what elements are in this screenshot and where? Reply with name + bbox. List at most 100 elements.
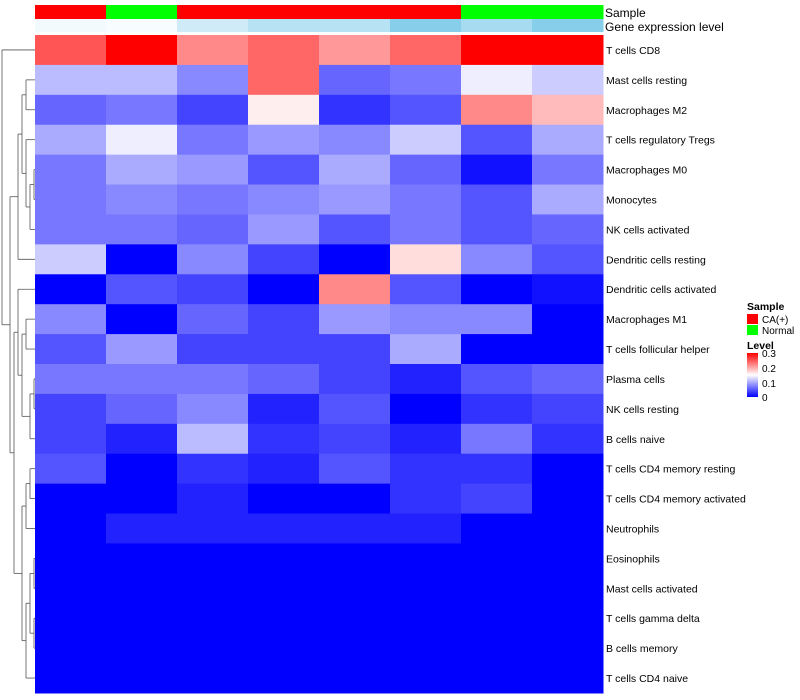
cell-r21-c6 (461, 663, 533, 694)
cell-r6-c5 (390, 214, 462, 245)
row-label: NK cells resting (606, 404, 679, 416)
cell-r14-c1 (106, 453, 178, 485)
cell-r21-c3 (248, 663, 320, 694)
cell-r19-c7 (532, 603, 604, 634)
row-label: Macrophages M2 (606, 105, 687, 117)
sample-bar-2 (177, 5, 249, 19)
cell-r7-c1 (106, 244, 178, 275)
cell-r15-c3 (248, 483, 320, 515)
cell-r3-c7 (532, 124, 604, 156)
gene-level-bar-0 (35, 19, 107, 32)
cell-r7-c3 (248, 244, 320, 275)
cell-r2-c0 (35, 94, 107, 126)
row-label: Eosinophils (606, 553, 660, 565)
cell-r20-c1 (106, 633, 178, 664)
cell-r18-c2 (177, 573, 249, 604)
cell-r2-c5 (390, 94, 462, 126)
cell-r4-c1 (106, 154, 178, 186)
cell-r14-c6 (461, 453, 533, 485)
cell-r8-c7 (532, 274, 604, 305)
cell-r9-c0 (35, 304, 107, 335)
cell-r2-c2 (177, 94, 249, 126)
heatmap-cells (35, 35, 604, 694)
cell-r9-c3 (248, 304, 320, 335)
cell-r11-c5 (390, 364, 462, 395)
cell-r21-c5 (390, 663, 462, 694)
cell-r20-c2 (177, 633, 249, 664)
cell-r17-c2 (177, 543, 249, 574)
gene-level-bar-2 (177, 19, 249, 32)
cell-r17-c3 (248, 543, 320, 574)
cell-r12-c2 (177, 393, 249, 425)
cell-r11-c2 (177, 364, 249, 395)
cell-r12-c1 (106, 393, 178, 425)
cell-r11-c6 (461, 364, 533, 395)
cell-r12-c6 (461, 393, 533, 425)
row-label: T cells CD8 (606, 45, 660, 57)
cell-r5-c3 (248, 184, 320, 215)
cell-r5-c0 (35, 184, 107, 215)
cell-r11-c4 (319, 364, 391, 395)
row-label: Monocytes (606, 195, 657, 207)
gene-level-bar-6 (461, 19, 533, 32)
row-label: Dendritic cells activated (606, 284, 716, 296)
cell-r4-c0 (35, 154, 107, 186)
cell-r1-c4 (319, 64, 391, 96)
cell-r13-c7 (532, 423, 604, 455)
cell-r12-c4 (319, 393, 391, 425)
cell-r5-c2 (177, 184, 249, 215)
cell-r6-c7 (532, 214, 604, 245)
cell-r0-c7 (532, 35, 604, 66)
sample-bar-5 (390, 5, 462, 19)
cell-r16-c3 (248, 513, 320, 544)
cell-r1-c6 (461, 64, 533, 96)
cell-r9-c2 (177, 304, 249, 335)
legend-tick-0-2: 0.2 (762, 364, 776, 375)
cell-r15-c6 (461, 483, 533, 515)
cell-r7-c7 (532, 244, 604, 275)
cell-r1-c3 (248, 64, 320, 96)
legend-level-gradient (747, 353, 758, 397)
gene-level-bar-7 (532, 19, 604, 32)
cell-r8-c6 (461, 274, 533, 305)
legend-tick-0: 0 (762, 393, 768, 404)
cell-r15-c2 (177, 483, 249, 515)
row-dendrogram (1, 49, 35, 679)
gene-level-bar-1 (106, 19, 178, 32)
annotation-label-gene-expression: Gene expression level (605, 20, 724, 34)
cell-r19-c3 (248, 603, 320, 634)
cell-r3-c0 (35, 124, 107, 156)
cell-r20-c4 (319, 633, 391, 664)
cell-r0-c4 (319, 35, 391, 66)
sample-bar-1 (106, 5, 178, 19)
cell-r3-c1 (106, 124, 178, 156)
legend-swatch-ca (747, 314, 758, 324)
row-label: Neutrophils (606, 524, 659, 536)
cell-r13-c5 (390, 423, 462, 455)
cell-r7-c4 (319, 244, 391, 275)
legend-tick-0-1: 0.1 (762, 379, 776, 390)
row-label: Plasma cells (606, 374, 665, 386)
cell-r16-c5 (390, 513, 462, 544)
cell-r6-c2 (177, 214, 249, 245)
cell-r20-c3 (248, 633, 320, 664)
cell-r19-c1 (106, 603, 178, 634)
cell-r14-c0 (35, 453, 107, 485)
cell-r16-c0 (35, 513, 107, 544)
cell-r6-c1 (106, 214, 178, 245)
cell-r16-c1 (106, 513, 178, 544)
cell-r8-c4 (319, 274, 391, 305)
cell-r2-c7 (532, 94, 604, 126)
cell-r1-c1 (106, 64, 178, 96)
cell-r8-c3 (248, 274, 320, 305)
row-label: B cells memory (606, 643, 679, 655)
legend-tick-0-3: 0.3 (762, 349, 776, 360)
cell-r0-c6 (461, 35, 533, 66)
cell-r10-c1 (106, 334, 178, 365)
column-annotation-bars (35, 5, 604, 32)
annotation-label-sample: Sample (605, 6, 646, 20)
cell-r18-c5 (390, 573, 462, 604)
legend-level-title: Level (747, 340, 774, 352)
cell-r20-c0 (35, 633, 107, 664)
gene-level-bar-4 (319, 19, 391, 32)
